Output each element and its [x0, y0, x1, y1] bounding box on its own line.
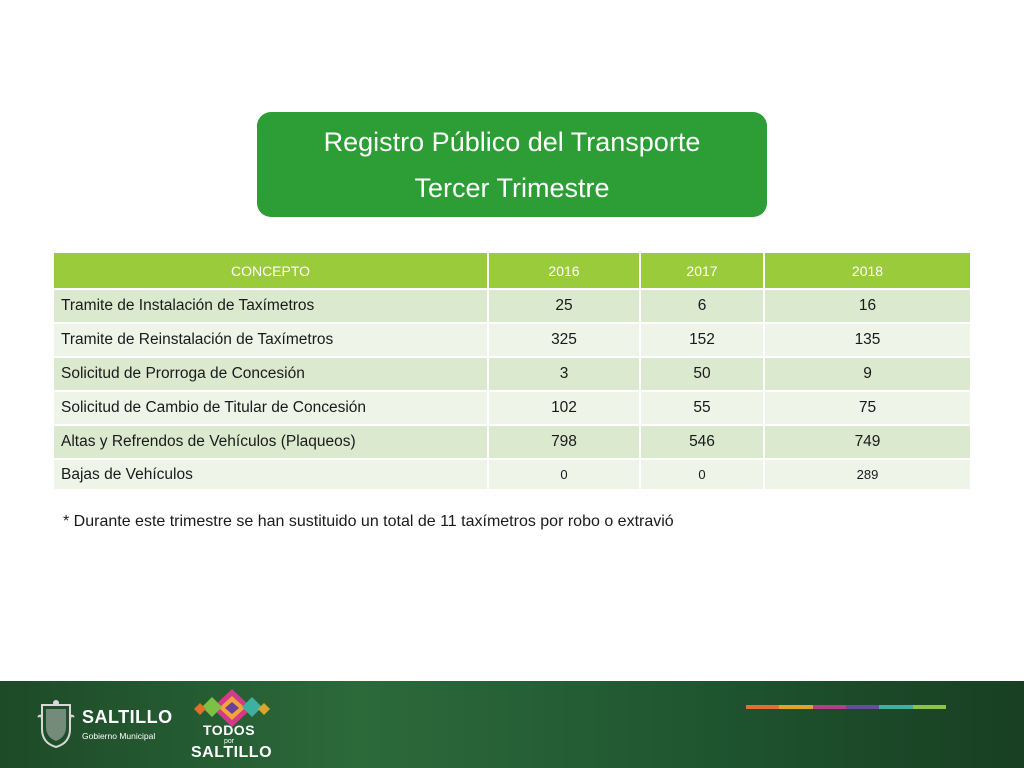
color-strip-segment: [812, 705, 846, 709]
concept-cell: Solicitud de Cambio de Titular de Conces…: [54, 391, 489, 426]
value-2016-cell: 0: [488, 459, 641, 491]
title-line-1: Registro Público del Transporte: [323, 126, 701, 157]
value-2017-cell: 50: [640, 357, 765, 392]
column-header-2017: 2017: [640, 253, 765, 290]
color-strip-segment: [912, 705, 946, 709]
value-2016-cell: 798: [488, 425, 641, 460]
footnote: * Durante este trimestre se han sustitui…: [63, 513, 674, 530]
logo-todos-text: TODOS: [203, 722, 256, 738]
value-2018-cell: 9: [764, 357, 972, 392]
value-2017-cell: 546: [640, 425, 765, 460]
value-2018-cell: 749: [764, 425, 972, 460]
value-2018-cell: 289: [764, 459, 972, 491]
table-row: Tramite de Instalación de Taxímetros 25 …: [54, 289, 972, 324]
table-row: Bajas de Vehículos 0 0 289: [54, 459, 972, 491]
concept-cell: Altas y Refrendos de Vehículos (Plaqueos…: [54, 425, 489, 460]
table-row: Tramite de Reinstalación de Taxímetros 3…: [54, 323, 972, 358]
concept-cell: Solicitud de Prorroga de Concesión: [54, 357, 489, 392]
value-2016-cell: 25: [488, 289, 641, 324]
concept-cell: Tramite de Instalación de Taxímetros: [54, 289, 489, 324]
value-2016-cell: 3: [488, 357, 641, 392]
value-2017-cell: 55: [640, 391, 765, 426]
table-row: Solicitud de Cambio de Titular de Conces…: [54, 391, 972, 426]
concept-cell: Tramite de Reinstalación de Taxímetros: [54, 323, 489, 358]
color-strip-segment: [746, 705, 780, 709]
table-header-row: CONCEPTO 2016 2017 2018: [54, 253, 972, 290]
value-2018-cell: 16: [764, 289, 972, 324]
logo-saltillo-text: SALTILLO: [191, 744, 273, 761]
table-row: Solicitud de Prorroga de Concesión 3 50 …: [54, 357, 972, 392]
color-strip-segment: [779, 705, 813, 709]
value-2017-cell: 6: [640, 289, 765, 324]
logo-saltillo-subtitle: Gobierno Municipal: [82, 731, 156, 741]
concept-cell: Bajas de Vehículos: [54, 459, 489, 491]
column-header-2018: 2018: [764, 253, 972, 290]
footer-bar: SALTILLO Gobierno Municipal TODOS por SA…: [0, 681, 1024, 768]
color-strip-segment: [879, 705, 913, 709]
data-table: CONCEPTO 2016 2017 2018 Tramite de Insta…: [54, 253, 972, 491]
title-line-2: Tercer Trimestre: [414, 172, 610, 203]
logo-saltillo-name: SALTILLO: [82, 707, 173, 727]
municipal-crest-icon: [37, 700, 75, 749]
value-2017-cell: 152: [640, 323, 765, 358]
logo-por-text: por: [224, 738, 235, 745]
color-strip-segment: [845, 705, 880, 709]
value-2016-cell: 325: [488, 323, 641, 358]
column-header-concepto: CONCEPTO: [54, 253, 489, 290]
title-banner: Registro Público del Transporte Tercer T…: [257, 112, 767, 217]
value-2018-cell: 135: [764, 323, 972, 358]
value-2016-cell: 102: [488, 391, 641, 426]
table-row: Altas y Refrendos de Vehículos (Plaqueos…: [54, 425, 972, 460]
value-2017-cell: 0: [640, 459, 765, 491]
todos-por-saltillo-emblem-icon: [194, 689, 270, 727]
value-2018-cell: 75: [764, 391, 972, 426]
column-header-2016: 2016: [488, 253, 641, 290]
decorative-color-strip: [746, 705, 946, 709]
